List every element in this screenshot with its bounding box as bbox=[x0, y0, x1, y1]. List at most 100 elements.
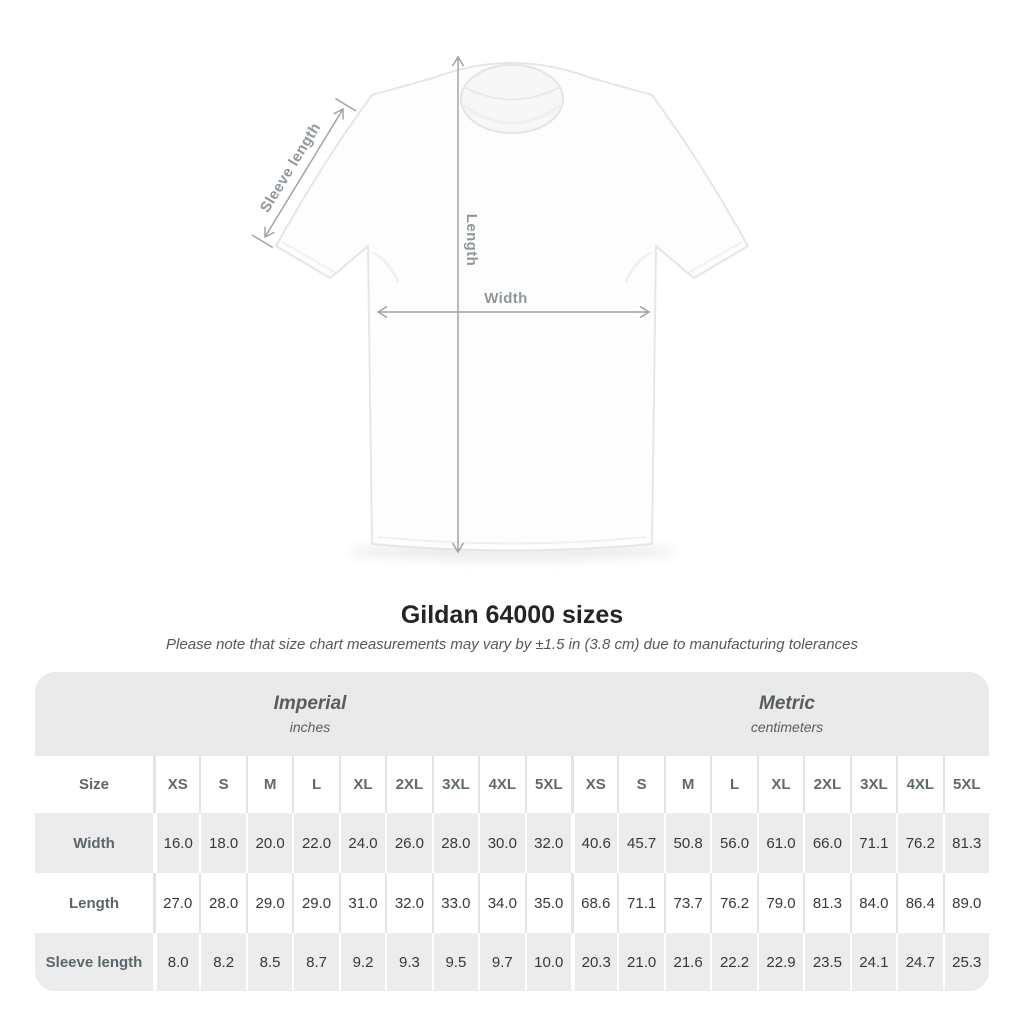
metric-label: Metric bbox=[759, 693, 815, 714]
table-cell: 28.0 bbox=[431, 813, 478, 873]
size-col-header: XS bbox=[570, 756, 617, 813]
table-cell: 8.5 bbox=[245, 933, 292, 991]
table-cell: 8.7 bbox=[292, 933, 338, 991]
tshirt-right-underarm-crease bbox=[624, 250, 653, 283]
table-cell: 73.7 bbox=[663, 873, 710, 933]
table-cell: 9.2 bbox=[338, 933, 385, 991]
size-col-header: 5XL bbox=[942, 756, 989, 813]
table-cell: 89.0 bbox=[942, 873, 989, 933]
unit-group-metric: Metric centimeters bbox=[585, 672, 989, 756]
table-cell: 30.0 bbox=[478, 813, 524, 873]
table-cell: 81.3 bbox=[803, 873, 849, 933]
tshirt-image bbox=[275, 62, 749, 552]
row-header-length: Length bbox=[69, 894, 119, 912]
table-cell: 81.3 bbox=[942, 813, 989, 873]
table-cell: 20.0 bbox=[245, 813, 292, 873]
size-col-header: XL bbox=[756, 756, 803, 813]
table-cell: 9.5 bbox=[431, 933, 478, 991]
table-cell: 71.1 bbox=[849, 813, 896, 873]
table-cell: 9.3 bbox=[385, 933, 431, 991]
size-col-header: 3XL bbox=[431, 756, 478, 813]
table-cell: 22.9 bbox=[756, 933, 803, 991]
table-cell: 25.3 bbox=[942, 933, 989, 991]
size-col-header: S bbox=[617, 756, 663, 813]
length-label: Length bbox=[463, 214, 480, 266]
length-arrow bbox=[451, 55, 465, 554]
table-cell: 22.2 bbox=[710, 933, 756, 991]
table-cell: 35.0 bbox=[524, 873, 571, 933]
table-cell: 45.7 bbox=[617, 813, 663, 873]
table-cell: 32.0 bbox=[524, 813, 571, 873]
sleeve-length-arrow bbox=[251, 97, 357, 249]
size-col-header: 3XL bbox=[849, 756, 896, 813]
size-col-header: L bbox=[710, 756, 756, 813]
table-row-width: Width 16.0 18.0 20.0 22.0 24.0 26.0 28.0… bbox=[35, 813, 989, 873]
table-cell: 21.6 bbox=[663, 933, 710, 991]
tshirt-right-cuff-seam bbox=[689, 241, 743, 273]
table-cell: 27.0 bbox=[153, 873, 199, 933]
table-cell: 31.0 bbox=[338, 873, 385, 933]
table-cell: 61.0 bbox=[756, 813, 803, 873]
table-cell: 40.6 bbox=[570, 813, 617, 873]
unit-header-row: Imperial inches Metric centimeters bbox=[35, 672, 989, 756]
tshirt-measurement-diagram: Length Width Sleeve length bbox=[251, 55, 749, 561]
table-cell: 9.7 bbox=[478, 933, 524, 991]
tshirt-left-underarm-crease bbox=[371, 250, 400, 283]
table-cell: 76.2 bbox=[710, 873, 756, 933]
size-col-header: 2XL bbox=[803, 756, 849, 813]
table-cell: 29.0 bbox=[292, 873, 338, 933]
table-cell: 26.0 bbox=[385, 813, 431, 873]
row-header-size: Size bbox=[78, 776, 109, 793]
metric-sublabel: centimeters bbox=[750, 719, 824, 735]
size-col-header: 2XL bbox=[385, 756, 431, 813]
size-col-header: XL bbox=[338, 756, 385, 813]
size-col-header: S bbox=[199, 756, 245, 813]
tshirt-collar-band-seam bbox=[463, 86, 561, 101]
unit-group-imperial: Imperial inches bbox=[35, 672, 585, 756]
table-cell: 28.0 bbox=[199, 873, 245, 933]
table-cell: 32.0 bbox=[385, 873, 431, 933]
table-cell: 76.2 bbox=[896, 813, 942, 873]
table-cell: 24.7 bbox=[896, 933, 942, 991]
table-cell: 68.6 bbox=[570, 873, 617, 933]
table-cell: 24.1 bbox=[849, 933, 896, 991]
table-row-sizes: Size XS S M L XL 2XL 3XL 4XL 5XL XS S M … bbox=[35, 756, 989, 813]
tshirt-left-cuff-seam bbox=[281, 241, 335, 273]
table-cell: 23.5 bbox=[803, 933, 849, 991]
imperial-sublabel: inches bbox=[289, 719, 331, 735]
size-col-header: 4XL bbox=[478, 756, 524, 813]
table-cell: 22.0 bbox=[292, 813, 338, 873]
size-col-header: XS bbox=[153, 756, 199, 813]
table-cell: 79.0 bbox=[756, 873, 803, 933]
page-title: Gildan 64000 sizes bbox=[400, 601, 624, 629]
table-cell: 8.0 bbox=[153, 933, 199, 991]
size-col-header: 4XL bbox=[896, 756, 942, 813]
table-cell: 21.0 bbox=[617, 933, 663, 991]
size-table: Imperial inches Metric centimeters Size … bbox=[35, 672, 989, 991]
table-cell: 86.4 bbox=[896, 873, 942, 933]
imperial-label: Imperial bbox=[273, 693, 347, 714]
table-cell: 34.0 bbox=[478, 873, 524, 933]
size-col-header: 5XL bbox=[524, 756, 571, 813]
table-cell: 56.0 bbox=[710, 813, 756, 873]
tshirt-hem-seam bbox=[377, 536, 647, 545]
table-cell: 8.2 bbox=[199, 933, 245, 991]
table-cell: 66.0 bbox=[803, 813, 849, 873]
width-label: Width bbox=[484, 290, 528, 307]
table-cell: 50.8 bbox=[663, 813, 710, 873]
table-cell: 33.0 bbox=[431, 873, 478, 933]
table-row-sleeve-length: Sleeve length 8.0 8.2 8.5 8.7 9.2 9.3 9.… bbox=[35, 933, 989, 991]
row-header-width: Width bbox=[73, 834, 115, 852]
tolerance-note: Please note that size chart measurements… bbox=[166, 636, 858, 653]
table-cell: 10.0 bbox=[524, 933, 571, 991]
table-cell: 84.0 bbox=[849, 873, 896, 933]
table-cell: 71.1 bbox=[617, 873, 663, 933]
table-cell: 20.3 bbox=[570, 933, 617, 991]
size-col-header: M bbox=[663, 756, 710, 813]
size-col-header: L bbox=[292, 756, 338, 813]
table-cell: 24.0 bbox=[338, 813, 385, 873]
table-cell: 16.0 bbox=[153, 813, 199, 873]
size-col-header: M bbox=[245, 756, 292, 813]
table-cell: 29.0 bbox=[245, 873, 292, 933]
